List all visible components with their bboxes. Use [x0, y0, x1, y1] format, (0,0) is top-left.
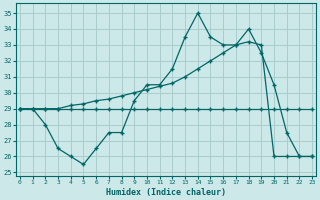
X-axis label: Humidex (Indice chaleur): Humidex (Indice chaleur)	[106, 188, 226, 197]
